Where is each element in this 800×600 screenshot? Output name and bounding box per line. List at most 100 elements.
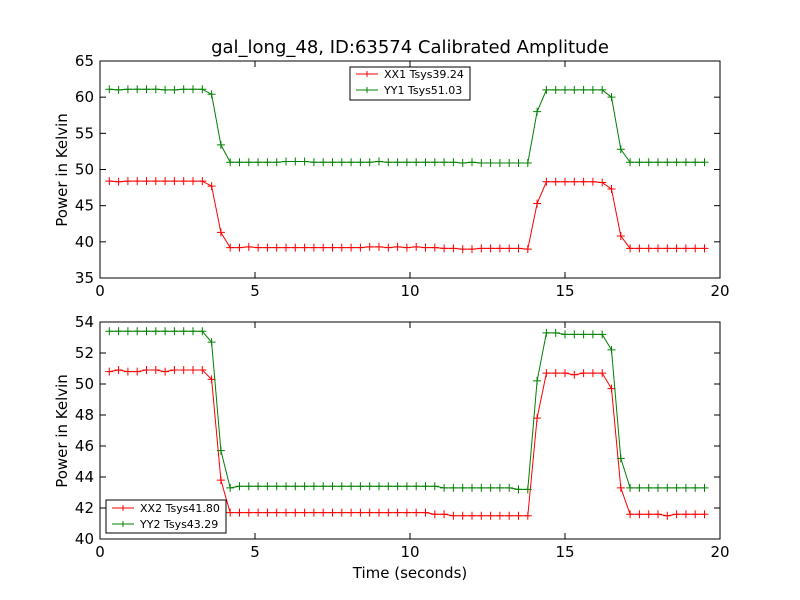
- top-chart-series-1-point: [588, 85, 597, 94]
- top-chart-series-1-point: [365, 158, 374, 167]
- top-chart-series-1-point: [644, 158, 653, 167]
- bottom-chart-series-0-point: [263, 508, 272, 517]
- top-chart-series-1-point: [170, 85, 179, 94]
- bottom-chart-series-0-point: [430, 510, 439, 519]
- top-chart-y-tick-label: 65: [75, 52, 94, 70]
- top-chart-series-0-point: [179, 177, 188, 186]
- top-chart-series-1-point: [347, 158, 356, 167]
- top-chart-y-tick-label: 40: [75, 233, 94, 251]
- top-chart-series-1-point: [216, 140, 225, 149]
- top-chart-x-tick-label: 20: [710, 282, 729, 300]
- top-chart-series-0-point: [365, 242, 374, 251]
- top-chart-series-0-point: [477, 244, 486, 253]
- top-chart-series-0-point: [598, 178, 607, 187]
- top-chart-series-0-point: [337, 243, 346, 252]
- bottom-chart-series-0-point: [133, 367, 142, 376]
- top-chart-series-1-point: [458, 158, 467, 167]
- top-chart-series-0-point: [123, 177, 132, 186]
- bottom-chart-y-tick-label: 42: [75, 499, 94, 517]
- bottom-chart-series-1-point: [244, 482, 253, 491]
- top-chart-series-1-point: [244, 158, 253, 167]
- bottom-chart-series-1-point: [654, 483, 662, 492]
- top-chart-series-1-point: [291, 157, 300, 166]
- top-chart-series-1-point: [626, 158, 635, 167]
- bottom-chart-series-1-point: [663, 483, 672, 492]
- top-chart-series-0-point: [142, 177, 151, 186]
- top-chart-series-1-point: [440, 158, 449, 167]
- bottom-chart-series-0-point: [449, 511, 458, 520]
- top-chart-series-0-point: [523, 245, 532, 254]
- top-chart-series-1-point: [616, 145, 625, 154]
- top-chart-series-0-point: [561, 177, 569, 186]
- bottom-chart-series-1-point: [282, 482, 290, 491]
- top-chart-series-0-point: [663, 244, 672, 253]
- bottom-chart-series-0-point: [235, 508, 244, 517]
- bottom-chart-series-1-point: [161, 327, 170, 336]
- top-chart-series-0-point: [282, 243, 290, 252]
- top-chart-series-1-point: [114, 85, 123, 94]
- bottom-chart-legend-box: [105, 499, 227, 534]
- bottom-chart-series-1-point: [179, 327, 188, 336]
- bottom-chart-series-0-point: [291, 508, 300, 517]
- bottom-chart-series-1-point: [254, 482, 263, 491]
- top-chart-series-0-point: [300, 243, 309, 252]
- bottom-chart-series-1-point: [421, 482, 430, 491]
- top-chart-series-1-point: [486, 158, 495, 167]
- bottom-chart-series-0-point: [505, 511, 514, 520]
- bottom-chart-series-1-point: [170, 327, 179, 336]
- top-chart-plot-area: 0 5 10 15 20 35 40 45 50 55 60 65: [75, 52, 730, 300]
- top-chart-series-1-point: [375, 157, 383, 166]
- bottom-chart-series-1-point: [216, 446, 225, 455]
- top-chart-series-1-point: [598, 85, 607, 94]
- top-chart-series-1-point: [542, 85, 551, 94]
- bottom-chart-series-0-point: [533, 414, 542, 423]
- legend-entry-yy1-marker: [364, 87, 370, 93]
- bottom-chart-series-1-point: [133, 327, 142, 336]
- top-chart-series-0-point: [216, 228, 225, 237]
- top-chart-series-0-point: [588, 177, 597, 186]
- top-chart-series-0-point: [402, 243, 411, 252]
- bottom-chart-x-axis-label: Time (seconds): [352, 564, 468, 582]
- bottom-chart-series-0-point: [607, 384, 616, 393]
- top-chart-series-0-point: [235, 243, 244, 252]
- top-chart-series-0-point: [616, 232, 625, 241]
- top-chart-series-0-point: [626, 244, 635, 253]
- bottom-chart-series-1-point: [300, 482, 309, 491]
- top-chart-series-1-point: [607, 93, 616, 102]
- bottom-chart-series-0-point: [189, 366, 197, 375]
- bottom-chart-series-1-point: [291, 482, 300, 491]
- bottom-chart-series-0-point: [254, 508, 263, 517]
- bottom-chart-series-1-point: [402, 482, 411, 491]
- top-chart-series-1-point: [207, 90, 216, 99]
- bottom-chart-series-0-point: [114, 366, 123, 375]
- bottom-chart-series-0-point: [337, 508, 346, 517]
- bottom-chart-series-1-point: [626, 483, 635, 492]
- bottom-chart-series-0-point: [244, 508, 253, 517]
- top-chart-series-0-point: [151, 177, 160, 186]
- bottom-chart-series-1-point: [579, 330, 588, 339]
- bottom-chart-series-1-point: [598, 330, 607, 339]
- bottom-chart-series-1-point: [142, 327, 151, 336]
- bottom-chart-series-1-point: [644, 483, 653, 492]
- bottom-chart-x-tick-label: 5: [250, 543, 260, 561]
- top-chart-series-1-point: [235, 158, 244, 167]
- bottom-chart-series-1-point: [151, 327, 160, 336]
- bottom-chart-series-0-point: [570, 370, 579, 379]
- legend-entry-xx2-label: XX2 Tsys41.80: [140, 502, 220, 515]
- top-chart-series-0-point: [542, 177, 551, 186]
- bottom-chart-series-0-point: [495, 511, 504, 520]
- bottom-chart-x-tick-label: 10: [400, 543, 419, 561]
- bottom-chart-series-1-point: [328, 482, 337, 491]
- legend-entry-yy2-label: YY2 Tsys43.29: [139, 518, 218, 531]
- bottom-chart-series-1-point: [477, 483, 486, 492]
- bottom-chart-series-1-point: [114, 327, 123, 336]
- bottom-chart-series-0-point: [309, 508, 318, 517]
- bottom-chart-series-1-point: [198, 327, 207, 336]
- top-chart-legend: XX1 Tsys39.24 YY1 Tsys51.03: [349, 66, 471, 101]
- bottom-chart-y-tick-label: 46: [75, 437, 94, 455]
- bottom-chart-series-1-point: [393, 482, 402, 491]
- bottom-chart-series-0-point: [681, 510, 690, 519]
- top-chart-x-tick-label: 0: [95, 282, 105, 300]
- top-chart-series-1-point: [691, 158, 700, 167]
- top-chart-series-1-point: [495, 158, 504, 167]
